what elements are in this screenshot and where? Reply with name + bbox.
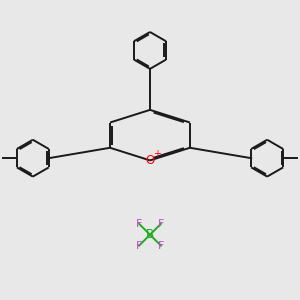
Text: F: F bbox=[158, 219, 164, 229]
Text: +: + bbox=[152, 149, 160, 159]
Text: F: F bbox=[136, 219, 142, 229]
Text: O: O bbox=[146, 154, 154, 167]
Text: F: F bbox=[158, 241, 164, 250]
Text: B: B bbox=[146, 228, 154, 241]
Text: F: F bbox=[136, 241, 142, 250]
